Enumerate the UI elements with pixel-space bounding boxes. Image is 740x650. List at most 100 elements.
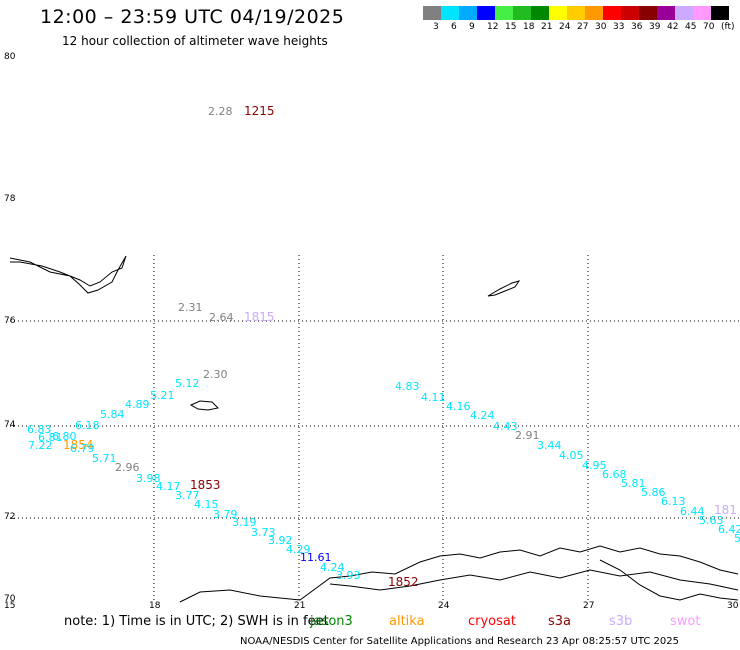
map-subtitle: 12 hour collection of altimeter wave hei… — [62, 34, 328, 48]
wave-height-label: 6.80 — [52, 430, 77, 443]
wave-height-label: 4.15 — [194, 498, 219, 511]
wave-height-label: 4.89 — [125, 398, 150, 411]
wave-height-label: 2.31 — [178, 301, 203, 314]
wave-height-label: 4.05 — [559, 449, 584, 462]
colorbar-label: 6 — [451, 22, 457, 32]
satellite-legend-item: s3a — [548, 614, 572, 629]
lat-label: 76 — [4, 316, 16, 326]
colorbar-swatch — [585, 6, 603, 20]
colorbar-swatch — [495, 6, 513, 20]
wave-height-label: 4.95 — [582, 459, 607, 472]
colorbar-swatch — [459, 6, 477, 20]
wave-height-label: 3.92 — [268, 534, 293, 547]
wave-height-label: 5 — [734, 532, 740, 545]
wave-height-label: 3.98 — [136, 472, 161, 485]
colorbar-swatch — [621, 6, 639, 20]
wave-height-label: 3.77 — [175, 489, 200, 502]
wave-height-label: 6.42 — [718, 523, 740, 536]
greenland-coast — [9, 255, 127, 294]
colorbar-swatch — [603, 6, 621, 20]
wave-height-label: 4.29 — [286, 543, 311, 556]
colorbar-label: (ft) — [721, 22, 735, 32]
lat-label: 80 — [4, 52, 16, 62]
colorbar-label: 24 — [559, 22, 571, 32]
wave-height-label: 2.91 — [515, 429, 540, 442]
wave-height-label: 2.64 — [209, 311, 234, 324]
lon-label: 21 — [294, 601, 306, 611]
wave-height-label: 6.44 — [680, 505, 705, 518]
colorbar-swatch — [711, 6, 729, 20]
colorbar-label: 30 — [595, 22, 607, 32]
colorbar-swatch — [531, 6, 549, 20]
wave-height-label: 2.96 — [115, 461, 140, 474]
wave-height-label: 11.61 — [300, 551, 332, 564]
wave-height-label: 4.11 — [421, 391, 446, 404]
wave-height-label: 1815 — [244, 310, 275, 324]
wave-height-label: 1853 — [190, 478, 221, 492]
satellite-legend-item: jason3 — [310, 614, 353, 629]
wave-height-label: 2.30 — [203, 368, 228, 381]
colorbar-swatch — [675, 6, 693, 20]
map-title: 12:00 – 23:59 UTC 04/19/2025 — [40, 6, 345, 28]
colorbar-label: 33 — [613, 22, 625, 32]
wave-height-label: 4.24 — [320, 561, 345, 574]
colorbar-labels: 3 6 9 12 15 18 21 24 27 30 33 36 39 42 45 70 (ft) — [423, 22, 740, 34]
bear-island — [189, 400, 220, 411]
wave-height-label: 4.16 — [446, 400, 471, 413]
wave-height-label: 3.73 — [251, 526, 276, 539]
wave-height-label: 5.21 — [150, 389, 175, 402]
kong-karls-land — [487, 280, 521, 297]
wave-height-label: 5.12 — [175, 377, 200, 390]
wave-height-label: 1852 — [388, 575, 419, 589]
lat-label: 78 — [4, 194, 16, 204]
coastlines — [9, 255, 739, 603]
colorbar-swatch — [441, 6, 459, 20]
colorbar-label: 27 — [577, 22, 589, 32]
wave-height-label: 5.84 — [100, 408, 125, 421]
colorbar-label: 36 — [631, 22, 643, 32]
colorbar-swatch — [567, 6, 585, 20]
lon-label: 30 — [727, 601, 739, 611]
satellite-legend-item: swot — [670, 614, 701, 629]
colorbar-label: 12 — [487, 22, 499, 32]
altimeter-map — [9, 255, 740, 603]
wave-height-label: 1215 — [244, 104, 275, 118]
lon-label: 15 — [4, 601, 16, 611]
norway-coast — [179, 545, 739, 603]
wave-height-label: 5.86 — [641, 486, 666, 499]
graticule — [10, 255, 740, 600]
wave-height-label: 6.68 — [602, 468, 627, 481]
footer-credit: NOAA/NESDIS Center for Satellite Applica… — [240, 636, 679, 647]
footer-note: note: 1) Time is in UTC; 2) SWH is in fe… — [64, 614, 329, 629]
wave-height-label: 3.79 — [213, 508, 238, 521]
colorbar-label: 21 — [541, 22, 553, 32]
norway-fjords — [329, 569, 739, 591]
lat-label: 74 — [4, 420, 16, 430]
colorbar-swatch — [423, 6, 441, 20]
lat-label: 70 — [4, 594, 16, 604]
colorbar-swatch — [693, 6, 711, 20]
wave-height-label: 5.81 — [621, 477, 646, 490]
lat-label: 72 — [4, 512, 16, 522]
satellite-legend-item: altika — [389, 614, 425, 629]
colorbar-label: 45 — [685, 22, 697, 32]
satellite-legend-item: cryosat — [468, 614, 516, 629]
wave-height-label: 4.83 — [395, 380, 420, 393]
colorbar-label: 42 — [667, 22, 679, 32]
colorbar-label: 9 — [469, 22, 475, 32]
wave-height-label: 6.13 — [661, 495, 686, 508]
wave-height-label: 6.18 — [75, 419, 100, 432]
wave-height-label: 6.83 — [27, 423, 52, 436]
wave-height-label: 7.22 — [28, 439, 53, 452]
wave-height-label: 4.43 — [493, 420, 518, 433]
wave-height-colorbar — [423, 6, 729, 20]
wave-height-label: 3.44 — [537, 439, 562, 452]
wave-height-label: 5.63 — [699, 514, 724, 527]
wave-height-label: 4.17 — [156, 480, 181, 493]
colorbar-label: 3 — [433, 22, 439, 32]
colorbar-swatch — [477, 6, 495, 20]
colorbar-swatch — [513, 6, 531, 20]
lon-label: 27 — [583, 601, 595, 611]
wave-height-label: 3.19 — [232, 516, 257, 529]
colorbar-swatch — [657, 6, 675, 20]
